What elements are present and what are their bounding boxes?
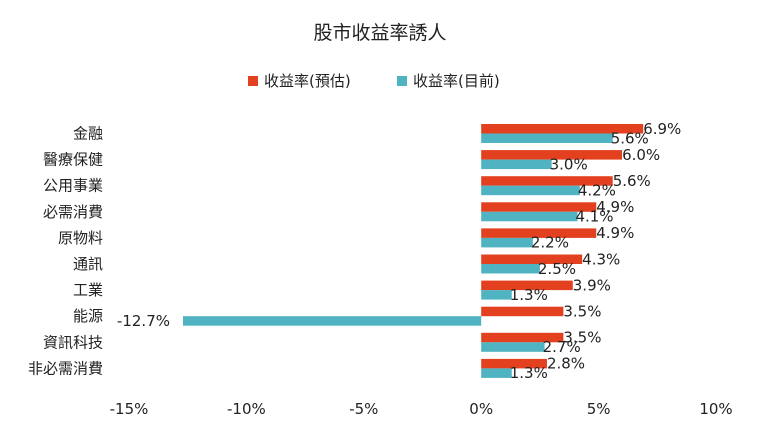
category-label: 通訊	[73, 255, 103, 273]
x-tick-label: 5%	[587, 400, 611, 418]
chart-title: 股市收益率誘人	[313, 22, 446, 44]
bar-estimated	[481, 332, 564, 343]
data-label-estimated: 4.9%	[596, 198, 634, 216]
data-label-current: 3.0%	[550, 155, 588, 173]
legend: 收益率(預估) 收益率(目前)	[248, 72, 500, 90]
data-label-current: -12.7%	[117, 312, 170, 330]
legend-label-current: 收益率(目前)	[413, 72, 500, 90]
data-label-estimated: 4.3%	[582, 250, 620, 268]
data-label-current: 2.7%	[543, 338, 581, 356]
data-label-current: 1.3%	[510, 286, 548, 304]
data-label-current: 2.2%	[531, 234, 569, 252]
data-label-estimated: 3.5%	[563, 302, 601, 320]
bar-estimated	[481, 280, 573, 291]
category-label: 醫療保健	[43, 151, 103, 169]
bar-current	[481, 159, 552, 170]
bar-current	[481, 185, 580, 196]
data-label-estimated: 2.8%	[547, 355, 585, 373]
bar-current	[481, 342, 545, 352]
legend-swatch-estimated	[248, 76, 258, 86]
x-tick-label: -10%	[227, 400, 266, 418]
bar-estimated	[481, 176, 613, 186]
category-label: 原物料	[58, 229, 103, 247]
bar-estimated	[481, 254, 583, 264]
category-label: 資訊科技	[43, 333, 103, 351]
bar-current	[481, 368, 512, 378]
bar-current	[481, 290, 512, 300]
data-label-current: 4.2%	[578, 181, 616, 199]
bar-current	[481, 133, 613, 143]
category-label: 能源	[73, 307, 103, 325]
data-label-estimated: 3.9%	[573, 276, 611, 294]
bar-estimated	[481, 306, 564, 317]
bar-estimated	[481, 124, 644, 134]
category-label: 工業	[73, 281, 103, 299]
data-label-estimated: 6.0%	[622, 146, 660, 164]
bar-current	[481, 237, 533, 248]
data-label-estimated: 4.9%	[596, 224, 634, 242]
legend-label-estimated: 收益率(預估)	[264, 72, 351, 90]
x-tick-label: 10%	[699, 400, 732, 418]
bar-estimated	[481, 358, 547, 369]
data-label-current: 4.1%	[575, 208, 613, 226]
category-label: 公用事業	[43, 177, 103, 195]
x-tick-label: -15%	[110, 400, 149, 418]
data-label-current: 2.5%	[538, 260, 576, 278]
bar-current	[481, 211, 578, 222]
bar-current	[183, 316, 482, 326]
category-label: 金融	[73, 125, 103, 143]
data-label-current: 5.6%	[611, 129, 649, 147]
bar-estimated	[481, 202, 597, 212]
data-label-estimated: 5.6%	[613, 172, 651, 190]
data-label-current: 1.3%	[510, 364, 548, 382]
bar-estimated	[481, 150, 623, 160]
data-label-estimated: 3.5%	[563, 329, 601, 347]
bar-current	[481, 264, 540, 274]
legend-swatch-current	[397, 76, 407, 86]
x-tick-label: 0%	[469, 400, 493, 418]
category-label: 非必需消費	[28, 359, 103, 377]
data-label-estimated: 6.9%	[643, 120, 681, 138]
plot-area: 金融 6.9%5.6%醫療保健 6.0%3.0%公用事業 5.6%4.2%必需消費 4.…	[28, 120, 733, 418]
x-tick-label: -5%	[349, 400, 378, 418]
category-label: 必需消費	[43, 203, 103, 221]
bar-estimated	[481, 228, 597, 238]
